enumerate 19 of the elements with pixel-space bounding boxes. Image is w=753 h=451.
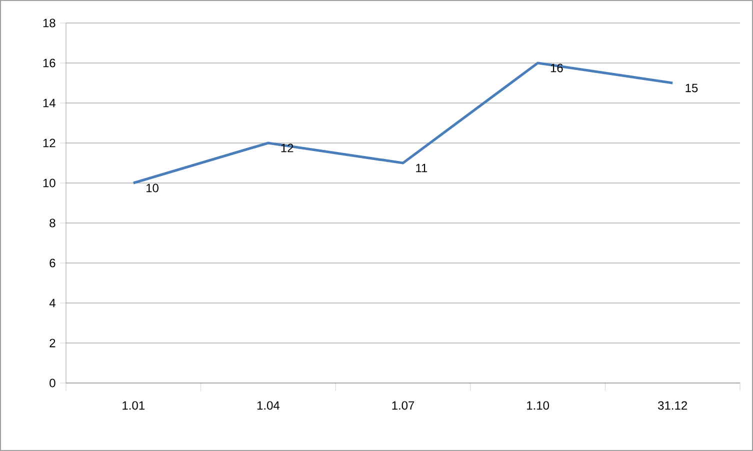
line-series <box>132 62 674 184</box>
data-label: 15 <box>686 84 698 92</box>
y-tick-label: 6 <box>50 258 56 268</box>
y-tick-label: 18 <box>43 18 56 28</box>
y-tick-label: 2 <box>50 338 56 348</box>
x-tick-label: 1.07 <box>392 401 414 410</box>
data-label: 11 <box>416 164 428 172</box>
y-tick-label: 14 <box>43 98 56 108</box>
x-tick-label: 1.01 <box>122 401 144 410</box>
x-tick-label: 1.10 <box>527 401 550 410</box>
y-tick-label: 0 <box>50 378 56 388</box>
x-tick-label: 1.04 <box>257 401 280 410</box>
y-tick-label: 16 <box>43 58 56 68</box>
y-tick-label: 12 <box>43 138 56 148</box>
data-label: 10 <box>146 184 158 192</box>
y-tick-label: 8 <box>50 218 56 228</box>
y-tick-label: 4 <box>49 298 56 308</box>
y-tick-label: 10 <box>43 178 56 188</box>
x-tick-label: 31.12 <box>658 401 688 410</box>
